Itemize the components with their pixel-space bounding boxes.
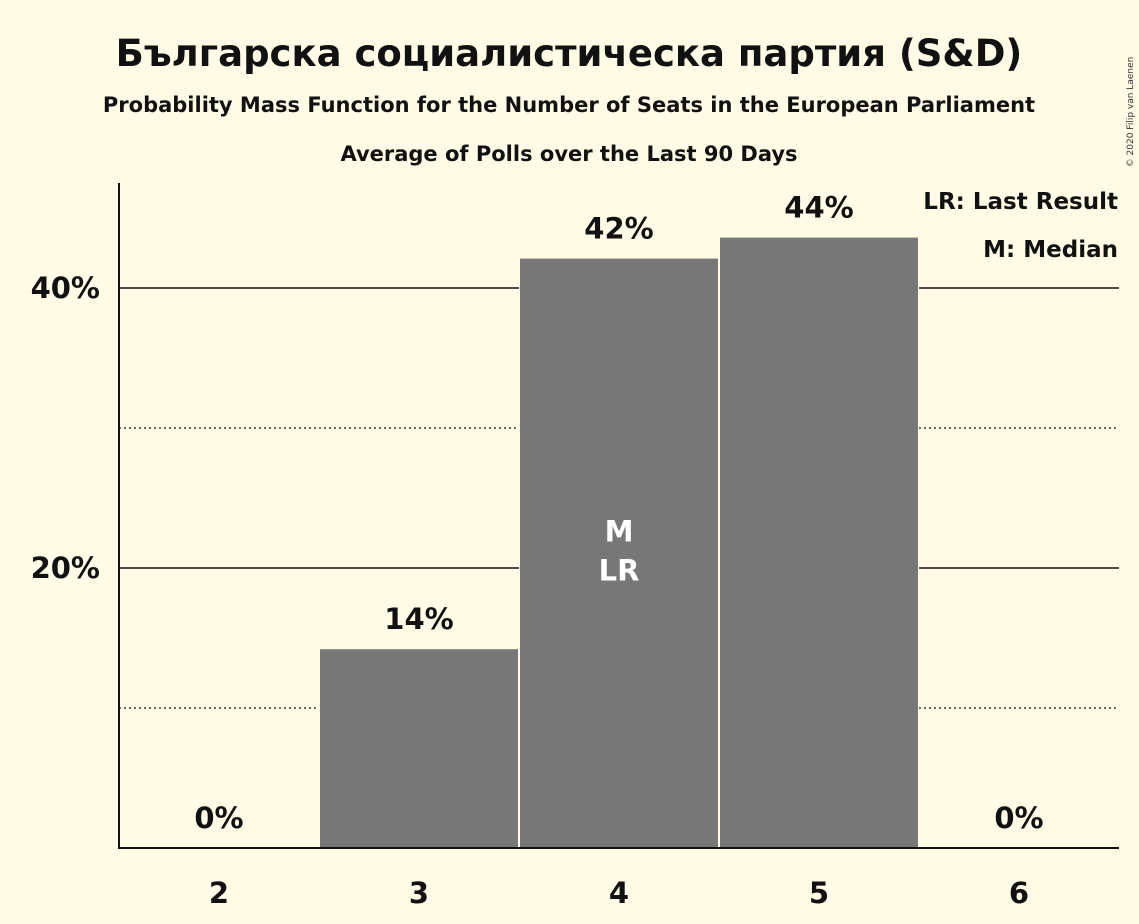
inbar-annotation-lr: LR <box>599 553 640 587</box>
x-tick-label-5: 5 <box>809 876 829 910</box>
chart-title: Българска социалистическа партия (S&D) <box>116 32 1023 75</box>
chart-subtitle: Probability Mass Function for the Number… <box>103 93 1035 117</box>
inbar-annotation-m: M <box>605 514 634 548</box>
value-label-6: 0% <box>994 801 1043 835</box>
bar-5 <box>720 237 918 849</box>
x-tick-label-3: 3 <box>409 876 429 910</box>
legend-item-0: LR: Last Result <box>923 189 1118 215</box>
x-tick-label-6: 6 <box>1009 876 1029 910</box>
value-label-5: 44% <box>784 191 853 225</box>
value-label-2: 0% <box>194 801 243 835</box>
copyright-notice: © 2020 Filip van Laenen <box>1126 57 1136 168</box>
legend-item-1: M: Median <box>983 237 1118 263</box>
x-tick-label-2: 2 <box>209 876 229 910</box>
bar-3 <box>320 649 518 848</box>
chart-subtitle-2: Average of Polls over the Last 90 Days <box>340 142 797 166</box>
value-label-3: 14% <box>384 602 453 636</box>
x-tick-label-4: 4 <box>609 876 629 910</box>
bar-4 <box>520 258 718 849</box>
y-tick-label-1: 40% <box>31 271 100 305</box>
plot-area: 20% 40% 0% 2 14% 3 42% 4 44% 5 0% 6 M LR LR: Last Resu… <box>31 183 1119 910</box>
value-label-4: 42% <box>584 212 653 246</box>
y-tick-label-0: 20% <box>31 551 100 585</box>
